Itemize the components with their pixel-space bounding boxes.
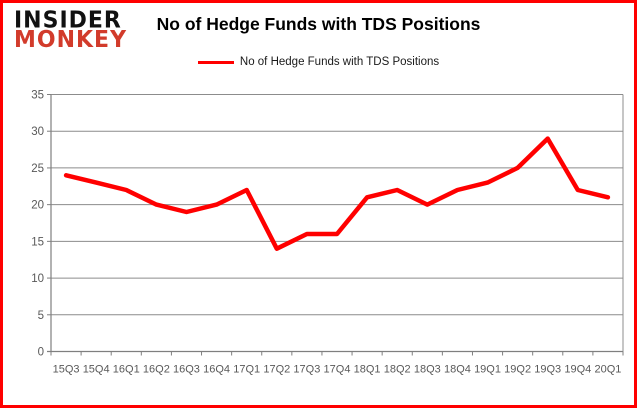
x-axis-label: 17Q3 [293, 364, 320, 376]
y-axis-label: 10 [31, 273, 44, 285]
x-axis-label: 18Q1 [354, 364, 381, 376]
y-axis-label: 20 [31, 200, 44, 212]
legend-label: No of Hedge Funds with TDS Positions [239, 56, 440, 68]
y-axis-label: 30 [31, 126, 44, 138]
x-axis-label: 19Q1 [474, 364, 501, 376]
x-axis-label: 17Q4 [324, 364, 351, 376]
x-axis-label: 19Q3 [534, 364, 561, 376]
x-axis-label: 17Q1 [233, 364, 260, 376]
x-axis-label: 16Q1 [113, 364, 140, 376]
legend: No of Hedge Funds with TDS Positions [3, 56, 634, 68]
logo-text-monkey: MONKEY [14, 27, 128, 54]
chart-title: No of Hedge Funds with TDS Positions [156, 14, 481, 34]
series-line-hedge-funds [63, 136, 611, 251]
y-axis-label: 5 [38, 310, 44, 322]
x-axis-label: 17Q2 [263, 364, 290, 376]
x-axis-label: 15Q4 [83, 364, 110, 376]
x-axis-label: 20Q1 [594, 364, 621, 376]
y-axis-label: 15 [31, 236, 44, 248]
x-axis-label: 18Q2 [384, 364, 411, 376]
insider-monkey-logo: INSIDER MONKEY [14, 7, 128, 54]
legend-line-swatch [197, 60, 234, 64]
y-axis-label: 35 [31, 90, 44, 102]
x-axis-label: 15Q3 [53, 364, 80, 376]
x-axis-label: 18Q4 [444, 364, 471, 376]
logo-text-insider: INSIDER [14, 7, 122, 34]
y-axis-label: 25 [31, 163, 44, 175]
x-axis-label: 16Q3 [173, 364, 200, 376]
x-axis-label: 18Q3 [414, 364, 441, 376]
x-axis-label: 19Q2 [504, 364, 531, 376]
x-axis-label: 16Q4 [203, 364, 230, 376]
x-axis-label: 19Q4 [564, 364, 591, 376]
y-axis-label: 0 [38, 347, 44, 359]
x-axis-label: 16Q2 [143, 364, 170, 376]
